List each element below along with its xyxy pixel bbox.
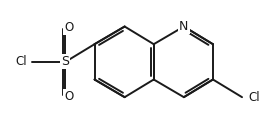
Text: Cl: Cl bbox=[248, 91, 260, 104]
Text: Cl: Cl bbox=[15, 55, 27, 68]
Text: N: N bbox=[179, 20, 189, 33]
Text: S: S bbox=[61, 55, 69, 68]
Text: O: O bbox=[64, 21, 73, 34]
Text: O: O bbox=[64, 90, 73, 103]
